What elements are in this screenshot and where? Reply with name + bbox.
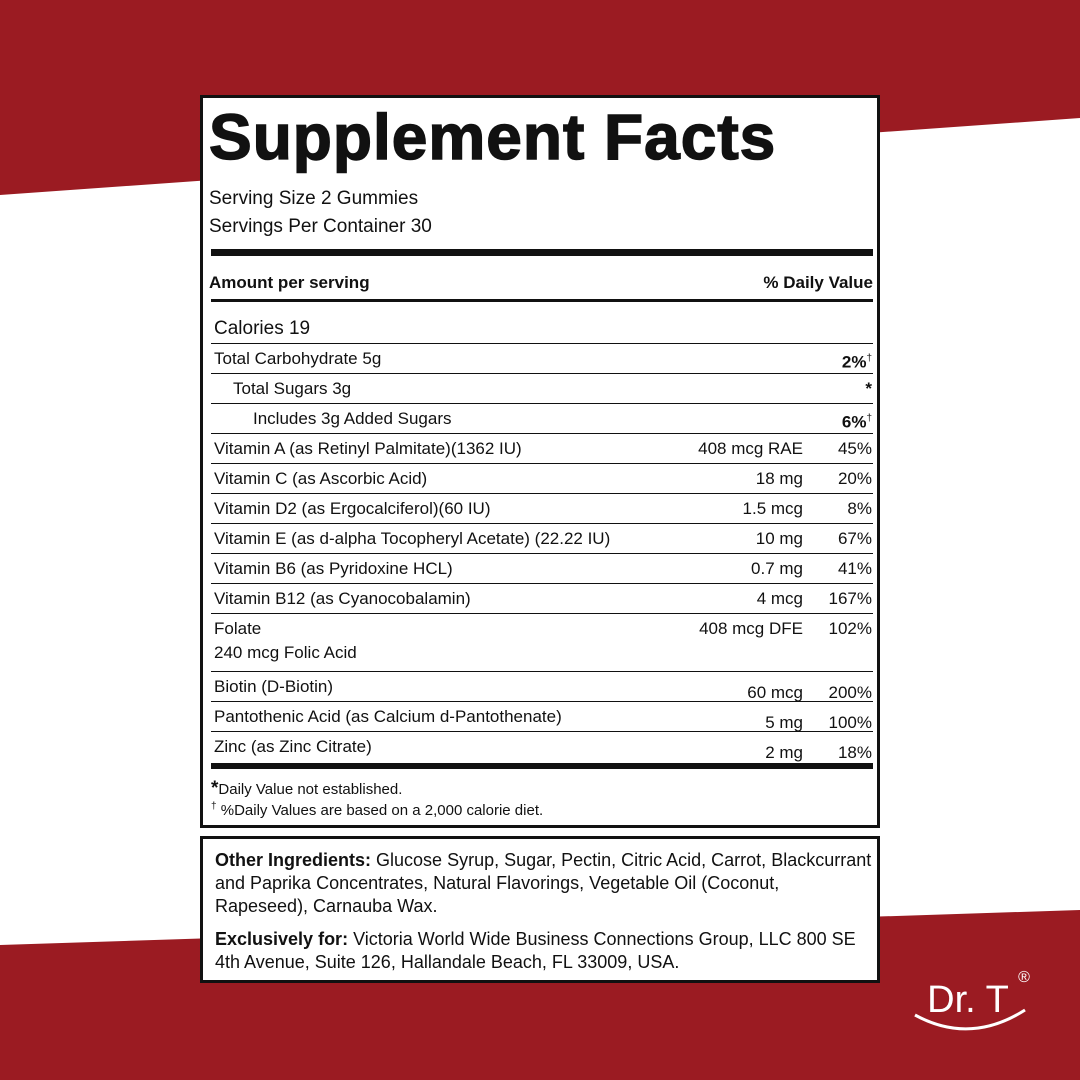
daily-value: 167% [829,587,872,611]
fact-row: Folate 240 mcg Folic Acid 408 mcg DFE 102% [211,613,873,672]
fact-row: Vitamin D2 (as Ergocalciferol)(60 IU) 1.5… [211,493,873,524]
nutrient-name: Includes 3g Added Sugars [253,409,452,428]
dv-value: 20% [837,469,872,488]
daily-value: 8% [847,497,872,521]
dv-mark: † [866,413,872,424]
daily-value: 6%† [842,407,872,435]
nutrient-name: Total Sugars 3g [233,379,352,398]
dv-value: 167% [828,589,872,608]
serving-size: Serving Size 2 Gummies [209,188,419,209]
footnote: † %Daily Values are based on a 2,000 cal… [211,801,544,819]
dv-value: 18% [837,743,872,762]
dv-mark: † [866,353,872,364]
fact-row: Vitamin C (as Ascorbic Acid) 18 mg 20% [211,463,873,494]
nutrient-name: Vitamin B6 (as Pyridoxine HCL) [214,559,453,578]
exclusively-for: Exclusively for: Victoria World Wide Bus… [215,929,856,972]
nutrient-name: Biotin (D-Biotin) [214,677,334,696]
nutrient-name: Total Carbohydrate 5g [214,349,382,368]
nutrient-name: Pantothenic Acid (as Calcium d-Pantothen… [214,707,562,726]
dv-value: 200% [828,683,872,702]
title: Supplement Facts [208,100,777,174]
daily-value: 45% [838,437,872,461]
nutrient-name: Vitamin B12 (as Cyanocobalamin) [214,589,471,608]
nutrient-name: Vitamin D2 (as Ergocalciferol)(60 IU) [214,499,491,518]
daily-value: 100% [829,711,872,735]
amount: 1.5 mcg [742,499,803,518]
fact-row: Zinc (as Zinc Citrate) 2 mg 18% [211,731,873,763]
daily-value: 200% [829,681,872,705]
daily-value: 20% [838,467,872,491]
fact-row: Vitamin A (as Retinyl Palmitate)(1362 IU… [211,433,873,464]
amount: 5 mg [765,713,803,732]
dv-value: 100% [828,713,872,732]
dv-value: 41% [837,559,872,578]
nutrient-name: Vitamin A (as Retinyl Palmitate)(1362 IU… [214,439,522,458]
thick-rule [211,249,873,256]
daily-value: 18% [838,741,872,765]
amount: 2 mg [765,743,803,762]
daily-value: * [865,377,872,401]
fact-row: Pantothenic Acid (as Calcium d-Pantothen… [211,701,873,732]
dv-value: 8% [847,499,872,518]
dv-value: 67% [837,529,872,548]
ingredients-box: Other Ingredients: Glucose Syrup, Sugar,… [200,836,880,983]
facts-panel: Supplement Facts Serving Size 2 Gummies … [200,95,880,828]
rule [211,299,873,302]
dv-value: 102% [828,619,872,638]
daily-value: 67% [838,527,872,551]
footnote: *Daily Value not established. [211,778,403,799]
fact-row: Vitamin B6 (as Pyridoxine HCL) 0.7 mg 41% [211,553,873,584]
amount: 60 mcg [747,683,803,702]
fact-row: Vitamin E (as d-alpha Tocopheryl Acetate… [211,523,873,554]
dv-value: 2% [841,352,867,372]
daily-value: 41% [838,557,872,581]
calories-row: Calories 19 [211,313,873,344]
amount-header: Amount per serving [209,273,370,292]
nutrient-name: Vitamin E (as d-alpha Tocopheryl Acetate… [214,529,611,548]
thick-rule [211,763,873,769]
nutrient-name: Folate [214,619,262,638]
dv-value: 45% [837,439,872,458]
fact-row: Vitamin B12 (as Cyanocobalamin) 4 mcg 167% [211,583,873,614]
amount: 408 mcg RAE [698,439,803,458]
amount: 408 mcg DFE [699,619,803,638]
fact-row: Total Sugars 3g * [211,373,873,404]
amount: 0.7 mg [751,559,803,578]
dv-value: * [865,379,872,398]
daily-value: 2%† [842,347,872,375]
fact-row: Biotin (D-Biotin) 60 mcg 200% [211,671,873,702]
nutrient-name: Vitamin C (as Ascorbic Acid) [214,469,428,488]
nutrient-detail: 240 mcg Folic Acid [214,643,357,662]
dv-header: % Daily Value [763,273,873,292]
amount: 10 mg [755,529,803,548]
nutrient-name: Zinc (as Zinc Citrate) [214,737,372,756]
amount: 18 mg [755,469,803,488]
servings-per-container: Servings Per Container 30 [209,216,432,237]
fact-row: Includes 3g Added Sugars 6%† [211,403,873,434]
fact-row: Total Carbohydrate 5g 2%† [211,343,873,374]
other-ingredients: Other Ingredients: Glucose Syrup, Sugar,… [215,850,872,916]
calories: Calories 19 [214,318,311,339]
amount: 4 mcg [756,589,803,608]
dv-value: 6% [841,412,867,432]
daily-value: 102% [829,617,872,641]
